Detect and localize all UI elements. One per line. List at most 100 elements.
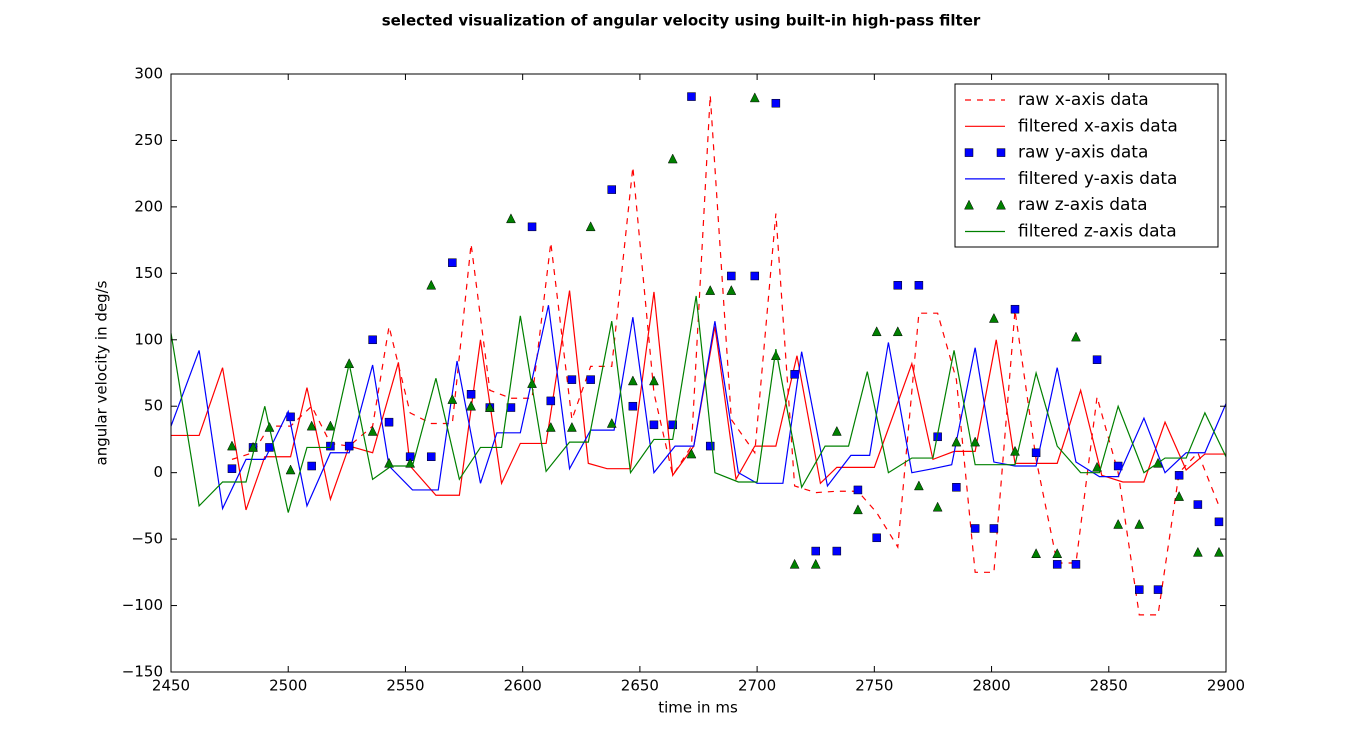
square-marker [1113,461,1123,471]
y-axis-label: angular velocity in deg/s [93,280,111,465]
square-marker [607,185,617,194]
square-marker [286,412,295,422]
triangle-marker [466,400,476,411]
triangle-marker [1113,518,1124,529]
triangle-marker [227,440,237,451]
square-marker [1135,585,1144,594]
square-marker [628,401,638,411]
y-tick-label: −150 [122,663,163,681]
triangle-marker [810,558,821,569]
square-marker [649,420,659,430]
legend-label: raw x-axis data [1018,90,1149,110]
triangle-marker [1214,546,1224,557]
x-tick-label: 2500 [269,677,307,695]
data-line [231,95,1220,616]
x-tick-label: 2600 [504,677,542,695]
square-marker [1153,585,1163,594]
triangle-marker [892,326,903,337]
square-marker [368,335,377,345]
triangle-marker [367,425,378,436]
y-tick-label: −100 [122,596,163,614]
legend-label: filtered y-axis data [1018,169,1177,189]
x-tick-label: 2900 [1207,677,1245,695]
square-marker [1193,500,1203,509]
x-tick-label: 2750 [855,677,893,695]
y-tick-label: 300 [134,65,163,83]
triangle-marker [325,420,336,431]
square-marker [1092,355,1102,364]
x-tick-label: 2850 [1090,677,1128,695]
x-axis-label: time in ms [658,699,738,717]
square-marker [771,98,781,108]
triangle-marker [932,501,943,512]
legend: raw x-axis data filtered x-axis data raw y… [954,83,1219,248]
triangle-marker [726,285,737,295]
data-line [171,295,1226,513]
triangle-marker [1071,331,1081,342]
triangle-marker [649,375,659,386]
square-marker [307,461,316,471]
square-marker [1031,448,1041,457]
square-marker [1174,471,1184,480]
triangle-marker [1134,518,1145,529]
square-marker [384,417,394,427]
square-marker [832,546,842,556]
triangle-marker [1174,491,1185,501]
square-marker [705,441,715,451]
triangle-marker [585,221,596,232]
triangle-marker [1052,548,1063,558]
square-marker [527,222,537,232]
triangle-marker [484,401,495,412]
triangle-marker [913,480,924,491]
chart-title: selected visualization of angular veloci… [382,12,981,30]
square-marker [893,281,903,290]
square-marker [996,148,1006,157]
triangle-marker [871,326,882,337]
square-marker [952,483,961,492]
x-tick-label: 2650 [621,677,659,695]
triangle-marker [789,558,800,569]
triangle-marker [606,417,617,428]
triangle-marker [770,350,781,360]
triangle-marker [749,92,760,103]
legend-label: filtered z-axis data [1018,222,1177,242]
square-marker [448,258,457,267]
triangle-marker [964,199,974,210]
square-marker [668,420,677,430]
square-marker [227,464,237,473]
triangle-marker [1092,461,1102,472]
triangle-marker [853,504,863,515]
triangle-marker [306,420,317,431]
triangle-marker [686,448,697,459]
triangle-marker [831,425,842,436]
square-marker [989,524,999,533]
square-marker [344,441,354,451]
square-marker [811,546,820,556]
square-marker [1010,304,1020,314]
square-marker [872,533,881,543]
legend-label: raw y-axis data [1018,143,1148,163]
triangle-marker [285,464,296,475]
triangle-marker [988,312,999,323]
y-tick-label: 150 [134,264,163,282]
triangle-marker [447,394,458,404]
square-marker [687,92,696,101]
square-marker [426,452,436,461]
x-tick-label: 2800 [972,677,1010,695]
triangle-marker [545,421,556,432]
triangle-marker [667,153,678,164]
legend-label: raw z-axis data [1018,195,1148,215]
square-marker [727,271,736,281]
x-tick-label: 2550 [386,677,424,695]
x-tick-label: 2700 [738,677,776,695]
square-marker [970,524,980,533]
y-tick-label: 50 [144,397,163,415]
y-tick-label: 100 [134,330,163,348]
plot-area [171,92,1226,616]
data-line [171,305,1226,511]
triangle-marker [566,421,577,432]
square-marker [586,375,595,384]
y-tick-label: 200 [134,197,163,215]
triangle-marker [426,279,437,290]
